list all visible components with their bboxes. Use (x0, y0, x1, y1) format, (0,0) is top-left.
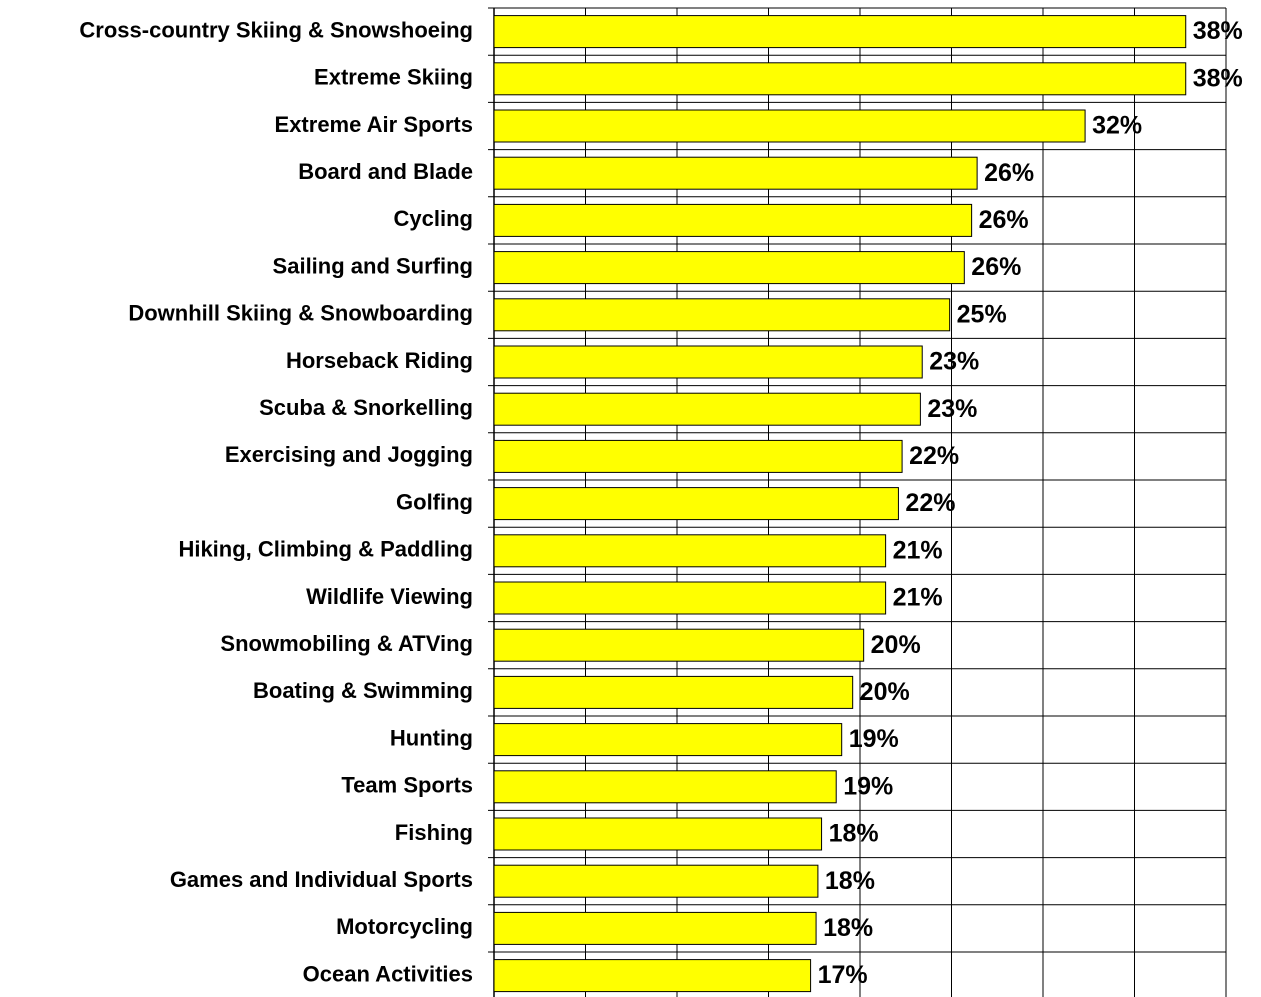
value-label: 38% (1193, 17, 1243, 45)
bar (493, 864, 819, 898)
value-label: 20% (871, 631, 921, 659)
category-label: Downhill Skiing & Snowboarding (128, 301, 473, 326)
value-label: 21% (893, 584, 943, 612)
category-label: Hunting (390, 725, 473, 750)
category-label: Extreme Air Sports (275, 112, 473, 137)
bar (493, 251, 965, 285)
value-label: 22% (909, 442, 959, 470)
category-label: Sailing and Surfing (273, 253, 473, 278)
value-label: 25% (957, 300, 1007, 328)
category-label: Ocean Activities (303, 961, 473, 986)
value-label: 26% (971, 253, 1021, 281)
value-label: 19% (849, 725, 899, 753)
category-label: Cycling (394, 206, 473, 231)
category-label: Hiking, Climbing & Paddling (178, 537, 473, 562)
value-label: 17% (818, 961, 868, 989)
category-label: Cross-country Skiing & Snowshoeing (79, 17, 473, 42)
bar (493, 770, 837, 804)
category-label: Board and Blade (298, 159, 473, 184)
value-label: 38% (1193, 64, 1243, 92)
bar (493, 345, 923, 379)
bar (493, 723, 843, 757)
category-label: Fishing (395, 820, 473, 845)
value-label: 23% (929, 348, 979, 376)
category-label: Snowmobiling & ATVing (220, 631, 473, 656)
value-label: 18% (829, 820, 879, 848)
value-label: 23% (927, 395, 977, 423)
bar (493, 62, 1187, 96)
value-label: 32% (1092, 112, 1142, 140)
value-label: 22% (905, 489, 955, 517)
value-label: 26% (979, 206, 1029, 234)
bar (493, 439, 903, 473)
bar (493, 675, 854, 709)
bar (493, 15, 1187, 49)
value-label: 26% (984, 159, 1034, 187)
category-label: Games and Individual Sports (170, 867, 473, 892)
category-label: Golfing (396, 489, 473, 514)
category-label: Wildlife Viewing (306, 584, 473, 609)
category-label: Boating & Swimming (253, 678, 473, 703)
value-label: 20% (860, 678, 910, 706)
bar (493, 581, 887, 615)
bar (493, 203, 973, 237)
bar (493, 392, 921, 426)
bar (493, 534, 887, 568)
category-label: Scuba & Snorkelling (259, 395, 473, 420)
category-label: Team Sports (341, 773, 473, 798)
category-label: Horseback Riding (286, 348, 473, 373)
value-label: 19% (843, 772, 893, 800)
value-label: 21% (893, 536, 943, 564)
bar (493, 156, 978, 190)
value-label: 18% (823, 914, 873, 942)
bar (493, 628, 865, 662)
category-label: Extreme Skiing (314, 65, 473, 90)
bar (493, 911, 817, 945)
value-label: 18% (825, 867, 875, 895)
bar (493, 109, 1086, 143)
bar (493, 298, 951, 332)
category-label: Exercising and Jogging (225, 442, 473, 467)
bar (493, 817, 823, 851)
bar (493, 959, 812, 993)
bar (493, 487, 899, 521)
category-label: Motorcycling (336, 914, 473, 939)
